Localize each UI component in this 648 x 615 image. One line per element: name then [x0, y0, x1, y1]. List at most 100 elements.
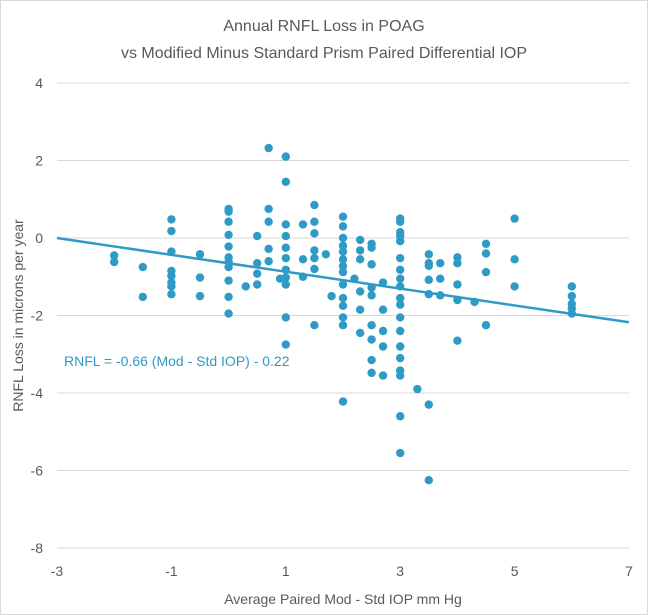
data-points [110, 143, 576, 485]
data-point [396, 412, 405, 421]
data-point [310, 320, 319, 330]
data-point [396, 448, 405, 458]
trendline-equation: RNFL = -0.66 (Mod - Std IOP) - 0.22 [64, 353, 290, 369]
data-point [424, 261, 433, 271]
data-point [378, 342, 388, 351]
data-point [567, 282, 576, 291]
data-point [396, 265, 405, 274]
data-point [567, 309, 576, 318]
data-point [481, 239, 491, 249]
data-point [264, 217, 273, 226]
x-tick-label: 3 [396, 563, 404, 579]
data-point [167, 282, 176, 291]
data-point [224, 262, 233, 272]
data-point [338, 320, 348, 330]
data-point [298, 255, 308, 264]
data-point [167, 271, 176, 281]
data-point [396, 282, 405, 291]
data-point [396, 293, 405, 303]
x-tick-label: 7 [625, 563, 633, 579]
data-point [338, 280, 348, 289]
data-point [310, 253, 319, 263]
data-point [224, 207, 233, 216]
x-tick-label: 1 [282, 563, 290, 579]
data-point [310, 217, 319, 226]
data-point [367, 335, 376, 344]
data-point [453, 253, 462, 262]
data-point [396, 300, 405, 309]
chart-title: Annual RNFL Loss in POAG vs Modified Min… [121, 18, 527, 62]
data-point [510, 214, 519, 223]
data-point [167, 226, 176, 236]
data-point [396, 274, 405, 283]
y-tick-label: -2 [31, 308, 44, 324]
data-point [281, 340, 290, 349]
data-point [378, 278, 388, 287]
data-point [224, 217, 233, 226]
x-tick-label: 5 [511, 563, 519, 579]
data-point [355, 235, 365, 245]
data-point [253, 280, 262, 289]
data-point [321, 250, 331, 259]
data-point [281, 177, 290, 187]
data-point [481, 320, 491, 330]
data-point [396, 253, 405, 263]
data-point [167, 215, 176, 224]
data-point [396, 217, 405, 226]
data-point [281, 243, 290, 252]
data-point [413, 384, 422, 394]
data-point [338, 301, 348, 311]
data-point [350, 274, 359, 283]
data-point [510, 255, 519, 264]
data-point [567, 291, 576, 301]
data-point [338, 222, 348, 231]
data-point [327, 291, 336, 301]
data-point [436, 274, 445, 283]
chart-title-line-2: vs Modified Minus Standard Prism Paired … [121, 45, 527, 62]
data-point [167, 289, 176, 299]
data-point [310, 229, 319, 238]
data-point [378, 305, 388, 314]
data-point [355, 246, 365, 255]
data-point [453, 336, 462, 345]
y-tick-label: 4 [35, 75, 43, 91]
y-tick-label: -4 [31, 385, 44, 401]
data-point [195, 291, 205, 301]
data-point [367, 320, 376, 330]
data-point [367, 291, 376, 300]
data-point [138, 262, 147, 272]
data-point [310, 246, 319, 255]
data-point [224, 309, 233, 318]
data-point [510, 282, 519, 291]
data-point [367, 368, 376, 378]
data-point [355, 255, 365, 264]
y-tick-label: -6 [31, 463, 44, 479]
data-point [264, 143, 273, 153]
data-point [367, 283, 376, 292]
data-point [253, 231, 262, 241]
data-point [453, 295, 462, 305]
data-point [224, 242, 233, 251]
data-point [264, 244, 273, 254]
data-point [224, 292, 233, 302]
data-point [424, 275, 433, 285]
trendline-layer [56, 236, 630, 324]
data-point [378, 371, 388, 380]
x-axis-title: Average Paired Mod - Std IOP mm Hg [224, 591, 462, 607]
data-point [281, 265, 290, 274]
data-point [338, 293, 348, 303]
data-point [355, 305, 365, 314]
y-axis-tick-labels: 4 2 0 -2 -4 -6 -8 [31, 75, 44, 556]
data-point [396, 313, 405, 322]
trendline [56, 236, 630, 324]
data-point [424, 400, 433, 409]
data-point [110, 257, 119, 267]
y-axis-title: RNFL Loss in microns per year [10, 219, 26, 412]
data-point [338, 261, 348, 271]
data-point [241, 282, 250, 291]
data-point [310, 200, 319, 210]
data-point [138, 292, 147, 302]
data-point [453, 258, 462, 268]
data-point [264, 204, 273, 214]
